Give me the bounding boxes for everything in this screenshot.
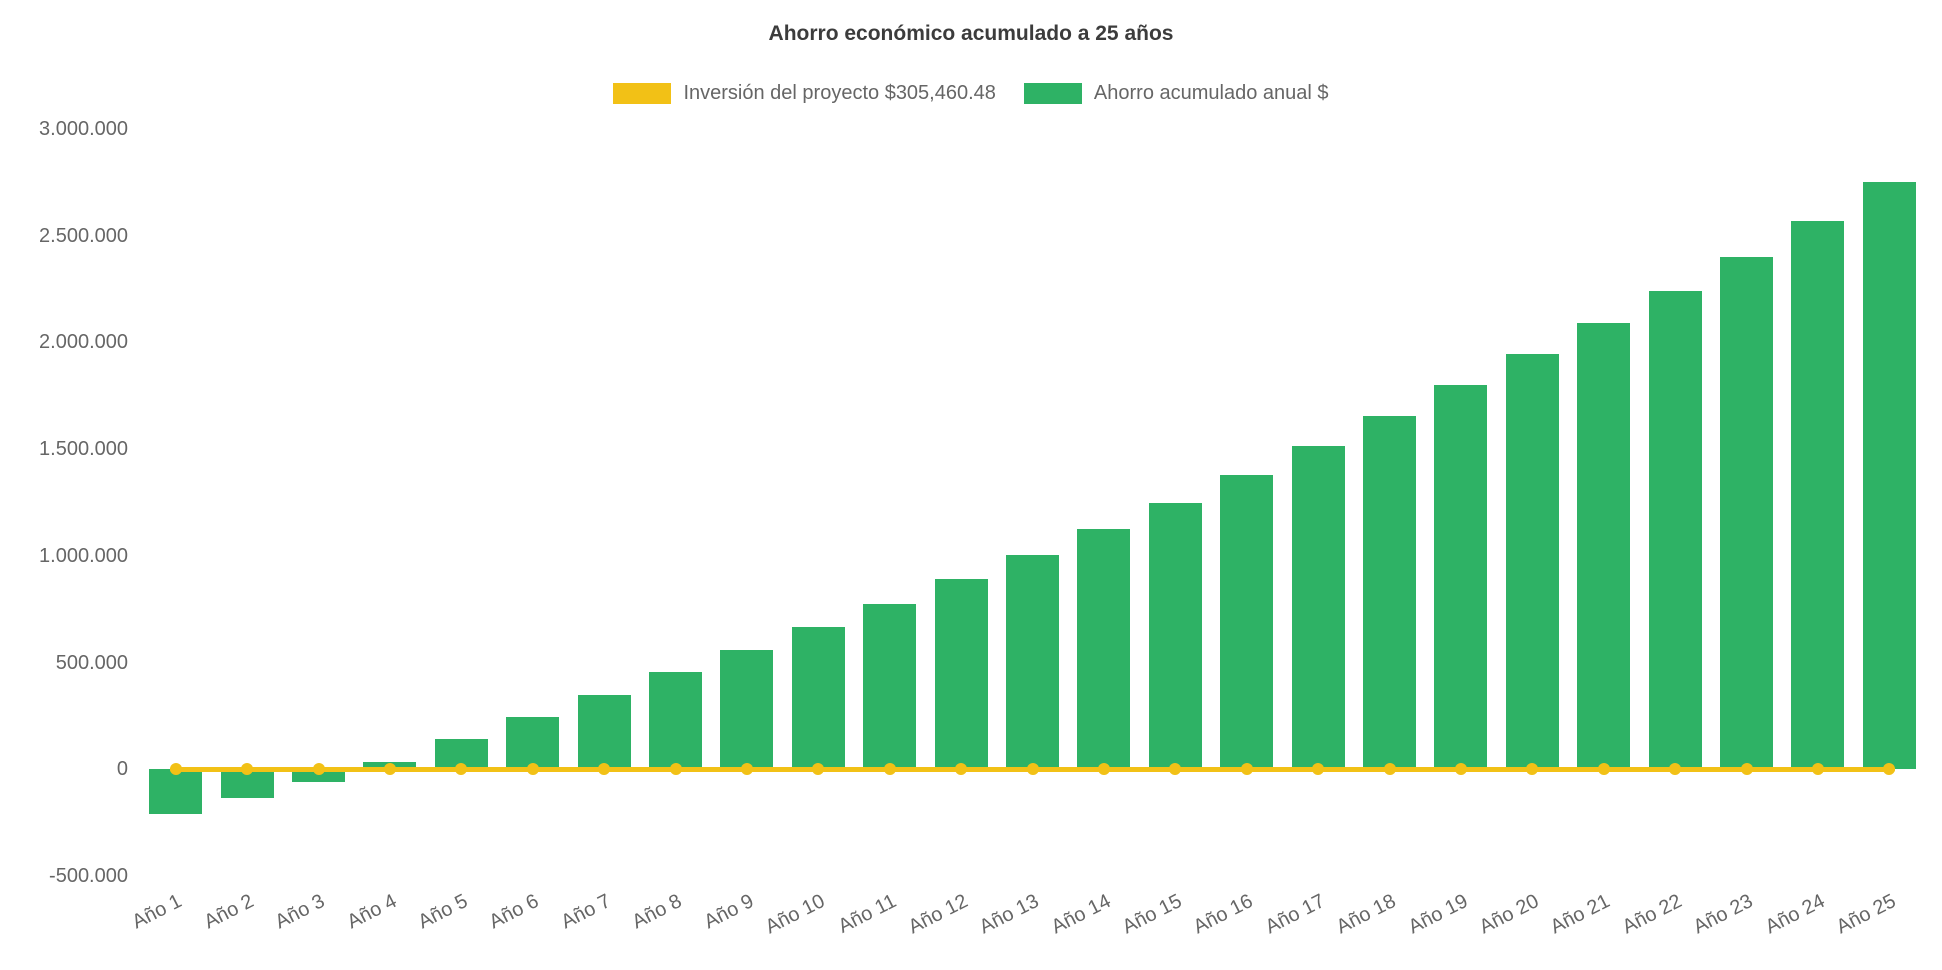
- chart-title: Ahorro económico acumulado a 25 años: [768, 22, 1174, 45]
- legend-swatch-ahorro: [1023, 83, 1082, 104]
- x-tick-label-año-3: Año 3: [271, 890, 329, 934]
- bar-año-18: [1363, 416, 1416, 770]
- investment-point-5: [455, 763, 468, 776]
- x-tick-label-año-19: Año 19: [1404, 890, 1471, 939]
- investment-point-11: [883, 763, 896, 776]
- plot-area: [140, 129, 1925, 876]
- investment-point-23: [1740, 763, 1753, 776]
- bar-año-11: [863, 603, 917, 770]
- bar-año-3: [292, 769, 345, 783]
- legend-item-inversion[interactable]: Inversión del proyecto $305,460.48: [613, 82, 996, 105]
- y-tick-label: 2.500.000: [39, 224, 128, 247]
- x-tick-label-año-11: Año 11: [834, 890, 900, 938]
- investment-point-13: [1026, 763, 1039, 776]
- x-tick-label-año-16: Año 16: [1190, 890, 1257, 939]
- y-tick-label: 3.000.000: [39, 118, 128, 140]
- investment-point-12: [955, 763, 968, 776]
- x-tick-label-año-17: Año 17: [1261, 890, 1329, 939]
- y-tick-label: 500.000: [55, 651, 128, 674]
- x-tick-label-año-4: Año 4: [343, 890, 400, 934]
- y-tick-label: 1.500.000: [39, 438, 128, 461]
- legend-label-ahorro: Ahorro acumulado anual $: [1093, 82, 1329, 104]
- x-tick-label-año-15: Año 15: [1118, 890, 1186, 939]
- bar-año-16: [1220, 474, 1274, 770]
- x-tick-label-año-2: Año 2: [200, 890, 258, 934]
- investment-point-3: [312, 763, 325, 776]
- y-tick-label: 0: [116, 758, 128, 781]
- investment-point-18: [1383, 763, 1396, 776]
- x-tick-label-año-7: Año 7: [557, 890, 615, 934]
- x-tick-label-año-12: Año 12: [904, 890, 972, 939]
- x-tick-label-año-21: Año 21: [1547, 890, 1614, 939]
- y-tick-label: -500.000: [49, 865, 128, 887]
- x-axis: Año 1 Año 2 Año 3 Año 4 Año 5 Año 6 Año 7 Año 8…: [129, 884, 1925, 970]
- investment-point-14: [1097, 763, 1110, 776]
- investment-point-17: [1312, 763, 1325, 776]
- x-tick-label-año-8: Año 8: [628, 890, 686, 934]
- investment-point-9: [740, 763, 753, 776]
- investment-point-24: [1811, 763, 1824, 776]
- investment-point-22: [1669, 763, 1682, 776]
- investment-point-15: [1169, 763, 1182, 776]
- bar-año-19: [1434, 385, 1488, 770]
- y-tick-label: 1.000.000: [39, 544, 128, 567]
- bar-año-8: [649, 672, 702, 770]
- bar-año-7: [577, 694, 631, 770]
- legend-swatch-inversion: [613, 83, 672, 104]
- bar-año-14: [1077, 529, 1131, 770]
- bar-año-15: [1148, 502, 1202, 770]
- x-tick-label-año-10: Año 10: [761, 890, 829, 939]
- x-tick-label-año-22: Año 22: [1618, 890, 1686, 939]
- bar-año-13: [1006, 554, 1059, 770]
- investment-point-4: [383, 763, 396, 776]
- bar-año-10: [791, 627, 845, 770]
- investment-point-10: [812, 763, 825, 776]
- bar-año-24: [1791, 220, 1845, 770]
- investment-point-20: [1526, 763, 1539, 776]
- investment-point-6: [526, 763, 539, 776]
- bar-año-21: [1577, 323, 1631, 770]
- x-tick-label-año-9: Año 9: [700, 890, 757, 934]
- investment-point-16: [1240, 763, 1253, 776]
- x-tick-label-año-1: Año 1: [129, 890, 186, 934]
- x-tick-label-año-20: Año 20: [1475, 890, 1543, 939]
- bar-año-20: [1505, 354, 1559, 770]
- y-axis: 3.000.000 2.500.000 2.000.000 1.500.000 1.00…: [0, 0, 128, 970]
- x-tick-label-año-25: Año 25: [1832, 890, 1900, 939]
- investment-point-19: [1454, 763, 1467, 776]
- bar-año-12: [934, 579, 988, 770]
- investment-point-2: [241, 763, 254, 776]
- bar-año-22: [1648, 291, 1702, 770]
- bar-año-1: [149, 769, 203, 815]
- x-tick-label-año-13: Año 13: [976, 890, 1043, 939]
- legend-item-ahorro[interactable]: Ahorro acumulado anual $: [1023, 82, 1329, 105]
- bar-año-9: [720, 649, 774, 770]
- bar-año-6: [506, 716, 560, 770]
- investment-point-21: [1597, 763, 1610, 776]
- chart-legend: Inversión del proyecto $305,460.48 Ahorro…: [0, 82, 1942, 105]
- legend-label-inversion: Inversión del proyecto $305,460.48: [683, 82, 996, 104]
- x-tick-label-año-6: Año 6: [486, 890, 543, 934]
- investment-point-1: [169, 763, 182, 776]
- x-tick-label-año-23: Año 23: [1690, 890, 1757, 939]
- x-tick-label-año-18: Año 18: [1333, 890, 1400, 939]
- bar-año-25: [1862, 182, 1916, 770]
- investment-point-7: [598, 763, 611, 776]
- x-tick-label-año-5: Año 5: [414, 890, 472, 934]
- x-tick-label-año-24: Año 24: [1761, 890, 1828, 939]
- investment-point-8: [669, 763, 682, 776]
- y-tick-label: 2.000.000: [39, 331, 128, 354]
- bar-año-17: [1291, 445, 1345, 770]
- investment-point-25: [1883, 763, 1896, 776]
- bar-año-23: [1720, 257, 1773, 770]
- x-tick-label-año-14: Año 14: [1047, 890, 1114, 939]
